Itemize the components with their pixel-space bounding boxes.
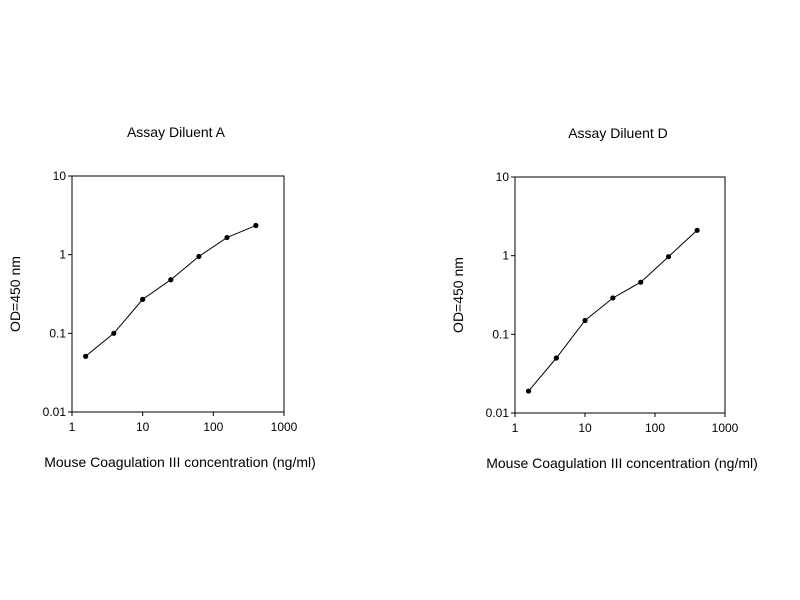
y-tick-label: 1 <box>502 249 509 263</box>
x-tick-label: 1 <box>512 421 519 435</box>
chart-title: Assay Diluent D <box>568 125 668 141</box>
chart-assay-diluent-d: Assay Diluent D 0.01 0.1 1 10 1 10 100 1000 OD… <box>450 125 758 471</box>
data-point <box>83 353 89 359</box>
data-point <box>638 279 644 285</box>
y-axis: 0.01 0.1 1 10 <box>43 169 72 419</box>
y-axis: 0.01 0.1 1 10 <box>486 170 515 420</box>
data-point <box>168 277 174 283</box>
series-line <box>85 225 257 357</box>
data-point <box>582 317 588 324</box>
y-tick-label: 10 <box>53 169 67 183</box>
chart-title: Assay Diluent A <box>127 124 226 140</box>
data-point <box>253 222 259 229</box>
x-tick-label: 1 <box>69 420 76 434</box>
data-point <box>140 296 146 302</box>
x-tick-label: 1000 <box>712 421 739 435</box>
x-tick-label: 100 <box>645 421 665 435</box>
y-tick-label: 0.01 <box>486 406 510 420</box>
x-tick-label: 10 <box>578 421 592 435</box>
data-point <box>610 295 616 301</box>
x-axis: 1 10 100 1000 <box>512 413 739 435</box>
plot-frame <box>71 175 285 413</box>
data-point <box>196 253 202 260</box>
x-axis-label: Mouse Coagulation III concentration (ng/… <box>486 455 758 471</box>
chart-assay-diluent-a: Assay Diluent A 0.01 0.1 1 10 1 10 100 1000 OD… <box>7 124 316 470</box>
y-axis-label: OD=450 nm <box>450 257 466 333</box>
data-point <box>553 355 559 361</box>
x-tick-label: 10 <box>136 420 150 434</box>
y-tick-label: 0.01 <box>43 405 67 419</box>
y-axis-label: OD=450 nm <box>7 256 23 332</box>
x-tick-label: 1000 <box>271 420 298 434</box>
series-group <box>525 227 700 394</box>
x-tick-label: 100 <box>203 420 223 434</box>
data-point <box>694 227 700 233</box>
x-axis-label: Mouse Coagulation III concentration (ng/… <box>44 454 316 470</box>
series-group <box>83 222 259 359</box>
data-point <box>224 234 230 241</box>
x-axis: 1 10 100 1000 <box>69 412 298 434</box>
data-point <box>111 330 117 336</box>
y-tick-label: 1 <box>59 248 66 262</box>
y-tick-label: 0.1 <box>492 327 509 341</box>
data-point <box>525 388 532 394</box>
plot-frame <box>514 176 726 414</box>
series-line <box>528 229 698 392</box>
data-point <box>665 254 672 260</box>
y-tick-label: 10 <box>496 170 510 184</box>
y-tick-label: 0.1 <box>49 326 66 340</box>
